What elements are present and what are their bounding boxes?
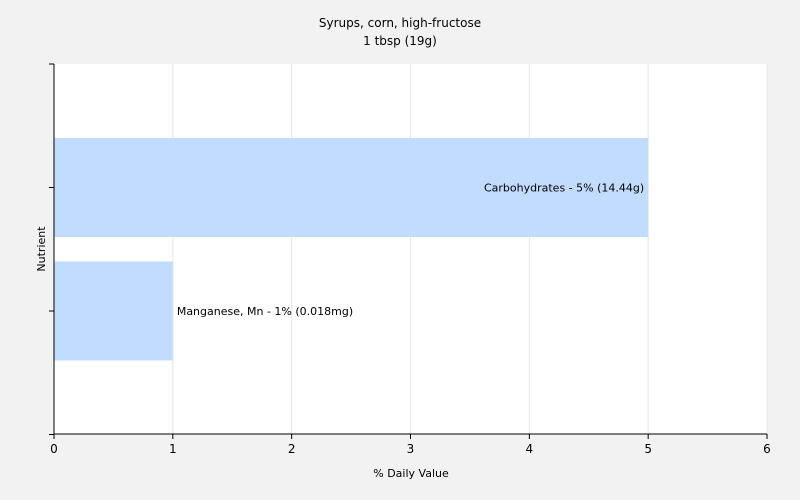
chart-subtitle: 1 tbsp (19g) — [363, 34, 437, 48]
x-tick-label: 4 — [526, 442, 534, 456]
x-tick-label: 0 — [50, 442, 58, 456]
x-axis-label: % Daily Value — [373, 467, 449, 480]
grid-lines — [172, 64, 768, 434]
bar-carbohydrates — [54, 138, 649, 237]
chart-title: Syrups, corn, high-fructose — [319, 16, 481, 30]
bars — [54, 138, 649, 361]
data-label: Carbohydrates - 5% (14.44g) — [484, 182, 644, 195]
x-tick-label: 1 — [169, 442, 177, 456]
x-tick-label: 6 — [763, 442, 771, 456]
x-tick-label: 2 — [288, 442, 296, 456]
x-tick-label: 5 — [644, 442, 652, 456]
bar-manganese-mn — [54, 261, 173, 361]
x-tick-label: 3 — [407, 442, 415, 456]
data-labels: Carbohydrates - 5% (14.44g) Manganese, Mn… — [177, 182, 644, 319]
y-axis-label: Nutrient — [35, 226, 48, 272]
data-label: Manganese, Mn - 1% (0.018mg) — [177, 305, 353, 318]
x-ticks: 0 1 2 3 4 5 6 — [50, 434, 771, 456]
